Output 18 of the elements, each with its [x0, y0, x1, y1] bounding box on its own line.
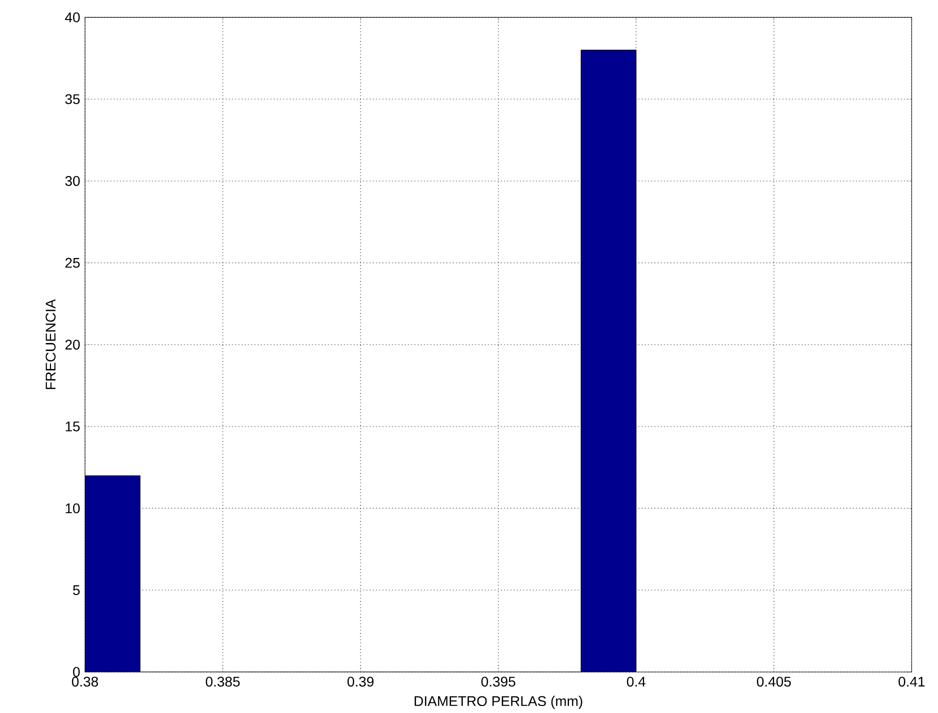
y-axis-title: FRECUENCIA: [46, 299, 56, 390]
x-tick-label: 0.41: [898, 676, 925, 687]
y-tick-label: 35: [65, 94, 80, 104]
y-tick-label: 25: [65, 258, 80, 268]
x-tick-label: 0.39: [347, 676, 374, 687]
y-tick-label: 30: [65, 176, 80, 186]
x-tick-label: 0.405: [756, 676, 791, 687]
x-axis-title: DIAMETRO PERLAS (mm): [414, 696, 582, 709]
y-tick-label: 10: [66, 503, 80, 514]
x-tick-label: 0.385: [206, 676, 240, 687]
x-tick-label: 0.4: [626, 676, 646, 687]
y-tick-label: 0: [73, 667, 80, 677]
y-tick-label: 40: [65, 12, 80, 22]
x-tick-label: 0.395: [481, 676, 516, 687]
y-tick-label: 5: [73, 585, 80, 596]
x-tick-label: 0.38: [72, 676, 98, 687]
y-tick-label: 20: [65, 340, 80, 350]
y-tick-label: 15: [66, 422, 80, 432]
